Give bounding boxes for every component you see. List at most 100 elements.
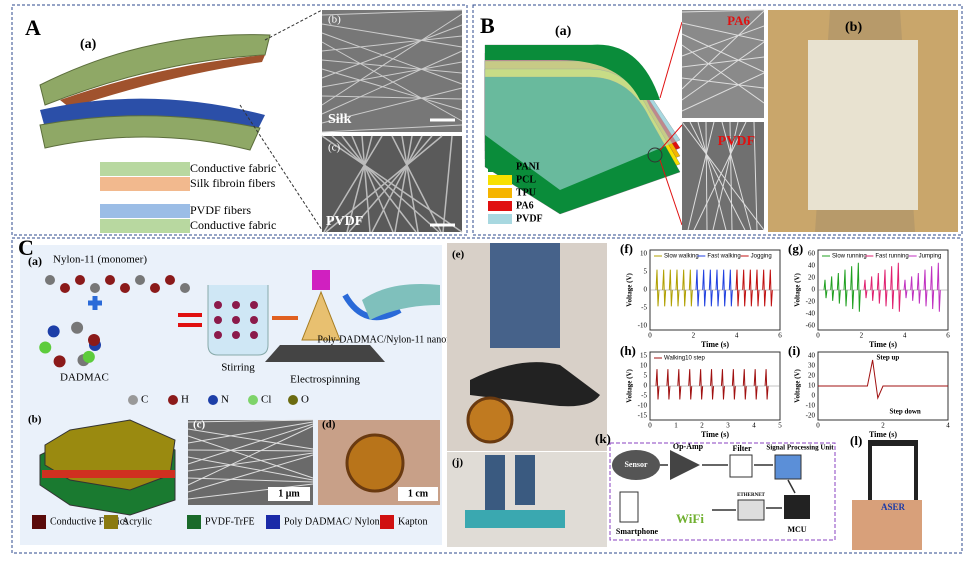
signal	[903, 279, 908, 299]
signal	[836, 272, 841, 304]
atom	[120, 283, 130, 293]
mat	[362, 284, 440, 320]
fiber	[753, 121, 758, 231]
atom-key	[288, 395, 298, 405]
label: B	[480, 13, 495, 38]
legend-label: Kapton	[398, 516, 427, 527]
y-tick-label: -60	[806, 322, 816, 330]
legend-label: Conductive Fabrics	[50, 516, 128, 527]
fiber	[321, 35, 463, 52]
atom	[60, 283, 70, 293]
label: A	[25, 15, 41, 40]
signal	[668, 269, 673, 307]
legend-swatch	[488, 188, 512, 198]
legend-swatch	[187, 515, 201, 529]
atom-label: N	[221, 394, 229, 406]
y-tick-label: 30	[808, 362, 816, 370]
signal	[742, 269, 747, 307]
signal	[830, 276, 835, 301]
equals	[178, 313, 202, 327]
fiber	[321, 59, 463, 74]
y-tick-label: 10	[808, 382, 816, 390]
zoom-line	[264, 9, 323, 41]
label: (c)	[193, 419, 206, 431]
y-tick-label: 20	[808, 274, 816, 282]
label: ASER	[881, 502, 906, 512]
atom	[135, 275, 145, 285]
signal	[735, 269, 740, 307]
x-tick-label: 4	[735, 332, 739, 340]
fiber	[187, 456, 314, 481]
signal	[655, 369, 660, 400]
legend-swatch	[32, 515, 46, 529]
label: (k)	[595, 431, 611, 446]
x-tick-label: 2	[692, 332, 696, 340]
fiber	[321, 135, 463, 233]
signal	[688, 269, 693, 307]
legend-label: Step up	[877, 354, 900, 362]
signal	[710, 369, 715, 400]
label: (f)	[620, 241, 633, 256]
fiber	[187, 428, 314, 450]
label: (l)	[850, 433, 862, 448]
x-tick-label: 0	[648, 422, 652, 430]
label: Poly-DADMAC/Nylon-11 nanofiber mat	[317, 334, 482, 345]
y-tick-label: -40	[806, 310, 816, 318]
label: (a)	[555, 24, 572, 39]
atom-label: O	[301, 394, 309, 406]
legend-label: PANI	[516, 161, 540, 172]
fiber	[681, 25, 765, 57]
particle	[214, 301, 222, 309]
particle	[214, 316, 222, 324]
signal	[675, 269, 680, 307]
signal	[742, 369, 747, 400]
fiber	[325, 135, 443, 233]
signal	[662, 269, 667, 307]
x-tick-label: 5	[778, 422, 782, 430]
fiber	[341, 135, 417, 233]
fabric-bottom	[39, 115, 261, 151]
legend-swatch	[488, 214, 512, 224]
legend-label: PA6	[516, 200, 534, 211]
signal	[753, 369, 758, 400]
fiber	[348, 135, 433, 233]
legend-label: Fast walking	[707, 254, 740, 260]
ethernet	[737, 499, 765, 521]
signal	[936, 262, 941, 312]
signal	[699, 369, 704, 400]
fiber	[697, 121, 727, 231]
silk-layer	[60, 55, 265, 108]
legend-swatch	[380, 515, 394, 529]
signal	[748, 269, 753, 307]
legend-swatch	[100, 162, 190, 176]
particle	[250, 301, 258, 309]
atom-label: H	[181, 394, 189, 406]
fiber	[321, 50, 463, 115]
atom	[53, 355, 66, 368]
legend-label: Jogging	[751, 254, 772, 260]
signal	[731, 369, 736, 400]
zoom-line	[659, 159, 683, 226]
plus	[88, 296, 102, 310]
atom	[90, 283, 100, 293]
fiber	[187, 425, 314, 486]
label: Op-Amp	[673, 442, 704, 451]
x-tick-label: 4	[903, 332, 907, 340]
leg	[485, 455, 505, 510]
legend-swatch	[100, 219, 190, 233]
particle	[250, 331, 258, 339]
label: (i)	[788, 343, 800, 358]
legend-label: PCL	[516, 174, 536, 185]
legend-swatch	[488, 175, 512, 185]
signal	[764, 369, 769, 400]
x-axis-label: Time (s)	[869, 430, 897, 439]
fiber	[681, 121, 765, 231]
signal	[722, 269, 727, 307]
x-tick-label: 2	[700, 422, 704, 430]
y-tick-label: 15	[640, 352, 648, 360]
atom	[75, 275, 85, 285]
legend-label: Walking10 step	[664, 356, 705, 362]
fiber	[321, 13, 463, 106]
atom	[165, 275, 175, 285]
fiber	[681, 77, 765, 89]
